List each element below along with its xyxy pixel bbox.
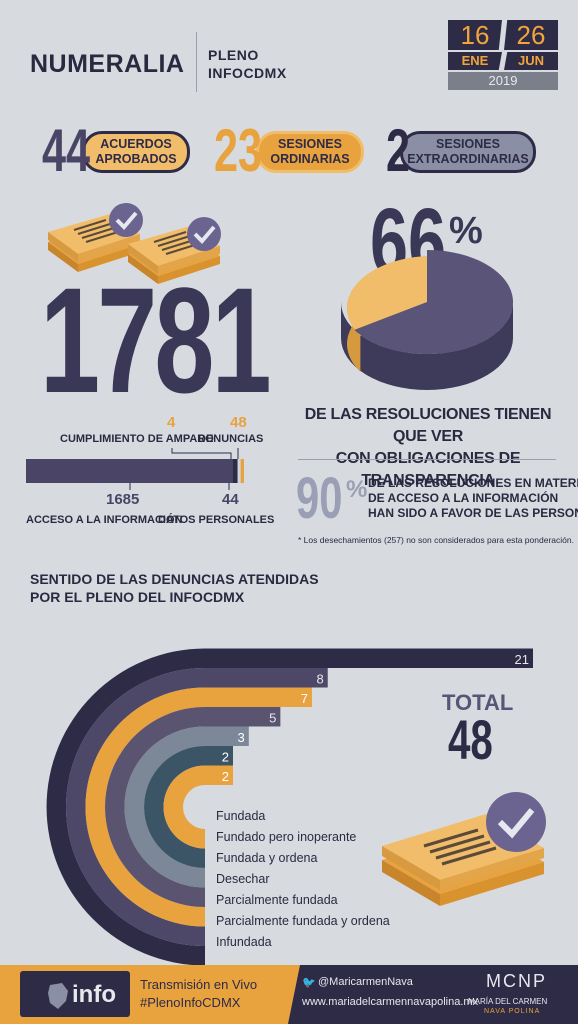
section-divider	[298, 459, 556, 460]
denuncias-title-line2: POR EL PLENO DEL INFOCDMX	[30, 589, 245, 605]
favor-text: DE LAS RESOLUCIONES EN MATERIA DE ACCESO…	[368, 476, 578, 521]
stat-extraordinarias: SESIONES EXTRAORDINARIAS 2	[386, 121, 538, 185]
brand-mark: MCNP	[486, 971, 547, 991]
breakdown-segment-cumplimiento	[237, 459, 241, 483]
transparency-text: DE LAS RESOLUCIONES TIENEN QUE VER CON O…	[298, 404, 558, 492]
stat-ordinarias-number: 23	[214, 117, 263, 184]
stat-extraordinarias-line1: SESIONES	[436, 137, 500, 151]
cumplimiento-label: CUMPLIMIENTO DE AMPARO	[60, 433, 214, 445]
stat-extraordinarias-number: 2	[386, 117, 411, 184]
transparency-pie	[341, 250, 513, 390]
stat-acuerdos-pill: ACUERDOS APROBADOS	[82, 131, 190, 173]
date-year: 2019	[448, 72, 558, 90]
live-stream-line1: Transmisión en Vivo	[140, 977, 258, 992]
favor-line2: DE ACCESO A LA INFORMACIÓN	[368, 491, 559, 505]
breakdown-segment-acceso	[26, 459, 233, 483]
breakdown-segment-datos	[232, 459, 238, 483]
stat-acuerdos: ACUERDOS APROBADOS 44	[42, 121, 192, 185]
denuncias-title-line1: SENTIDO DE LAS DENUNCIAS ATENDIDAS	[30, 571, 319, 587]
favor-line3: HAN SIDO A FAVOR DE LAS PERSONAS*	[368, 506, 578, 520]
twitter-handle[interactable]: @MaricarmenNava	[318, 976, 413, 988]
denuncias-value: 48	[230, 414, 247, 431]
denuncias-total-label: TOTAL	[442, 690, 514, 715]
stat-acuerdos-number: 44	[42, 117, 91, 184]
date-start-day: 16	[448, 20, 502, 50]
arc-legend-label: Desechar	[216, 872, 270, 886]
arc-bar-fundada-y-ordena	[124, 726, 249, 888]
datos-label: DATOS PERSONALES	[158, 514, 275, 526]
arc-bar-value-label: 21	[515, 652, 529, 667]
arc-bar-value-label: 3	[238, 730, 245, 745]
transparency-line2: CON OBLIGACIONES DE TRANSPARENCIA	[335, 450, 521, 489]
breakdown-segment-denuncias	[240, 459, 244, 483]
denuncias-section-title: SENTIDO DE LAS DENUNCIAS ATENDIDAS POR E…	[30, 570, 319, 606]
stat-extraordinarias-pill: SESIONES EXTRAORDINARIAS	[400, 131, 536, 173]
date-start-month: ENE	[448, 52, 502, 70]
live-stream-hashtag[interactable]: #PlenoInfoCDMX	[140, 995, 241, 1010]
stat-extraordinarias-line2: EXTRAORDINARIAS	[407, 152, 529, 166]
date-badge: 16 26 ENE JUN 2019	[448, 20, 558, 90]
denuncias-label: DENUNCIAS	[198, 433, 264, 445]
pie-side	[341, 302, 513, 390]
favor-percent-sign: %	[346, 476, 368, 503]
datos-value: 44	[222, 491, 239, 508]
arc-bar-value-label: 2	[222, 750, 229, 765]
twitter-icon: 🐦	[302, 977, 316, 989]
cumplimiento-value: 4	[167, 414, 176, 431]
website-link[interactable]: www.mariadelcarmennavapolina.mx	[302, 996, 479, 1008]
brand-name: MARÍA DEL CARMEN	[468, 997, 548, 1006]
denuncias-total-value: 48	[448, 708, 493, 771]
arc-bar-fundada	[163, 765, 233, 849]
date-end-day: 26	[504, 20, 558, 50]
document-stack-icon	[48, 203, 143, 272]
header-divider	[196, 32, 197, 92]
transparency-line1: DE LAS RESOLUCIONES TIENEN QUE VER	[304, 406, 552, 445]
arc-legend-label: Infundada	[216, 935, 272, 949]
arc-legend-label: Fundada y ordena	[216, 851, 318, 865]
brand-surname: NAVA POLINA	[484, 1008, 541, 1015]
info-logo-box	[20, 971, 130, 1017]
page-subtitle-line1: PLENO	[208, 47, 259, 63]
page-subtitle-line2: INFOCDMX	[208, 65, 287, 81]
acceso-label: ACCESO A LA INFORMACIÓN	[26, 514, 183, 526]
favor-percent: 90	[296, 466, 343, 531]
favor-footnote: * Los desechamientos (257) no son consid…	[298, 535, 574, 545]
cdmx-map-icon	[48, 983, 68, 1009]
document-stack-icon	[128, 217, 221, 284]
stat-ordinarias-pill: SESIONES ORDINARIAS	[256, 131, 364, 173]
stat-ordinarias-line2: ORDINARIAS	[270, 152, 350, 166]
acceso-value: 1685	[106, 491, 140, 508]
breakdown-bar	[26, 459, 244, 483]
arc-legend-label: Fundado pero inoperante	[216, 830, 356, 844]
stat-ordinarias-line1: SESIONES	[278, 137, 342, 151]
total-resolutions-number: 1781	[40, 256, 272, 424]
date-end-month: JUN	[504, 52, 558, 70]
document-stack-icon	[382, 792, 546, 906]
transparency-percent-sign: %	[449, 210, 483, 252]
stat-acuerdos-line2: APROBADOS	[95, 152, 177, 166]
favor-line1: DE LAS RESOLUCIONES EN MATERIA	[368, 476, 578, 490]
info-logo-text: info	[72, 981, 116, 1008]
breakdown-connectors	[129, 448, 239, 490]
arc-bar-value-label: 7	[301, 691, 308, 706]
arc-legend-label: Fundada	[216, 809, 265, 823]
arc-legend-label: Parcialmente fundada	[216, 893, 338, 907]
pie-slice-transparency	[354, 250, 513, 354]
arc-bar-fundado-pero-inoperante	[144, 746, 233, 868]
arc-bar-value-label: 5	[269, 711, 276, 726]
page-title: NUMERALIA	[30, 50, 185, 78]
arc-bar-value-label: 8	[317, 672, 324, 687]
stat-acuerdos-line1: ACUERDOS	[100, 137, 172, 151]
footer: info Transmisión en Vivo #PlenoInfoCDMX …	[0, 965, 578, 1024]
stat-ordinarias: SESIONES ORDINARIAS 23	[214, 121, 366, 185]
arc-bar-value-label: 2	[222, 769, 229, 784]
arc-legend-label: Parcialmente fundada y ordena	[216, 914, 390, 928]
